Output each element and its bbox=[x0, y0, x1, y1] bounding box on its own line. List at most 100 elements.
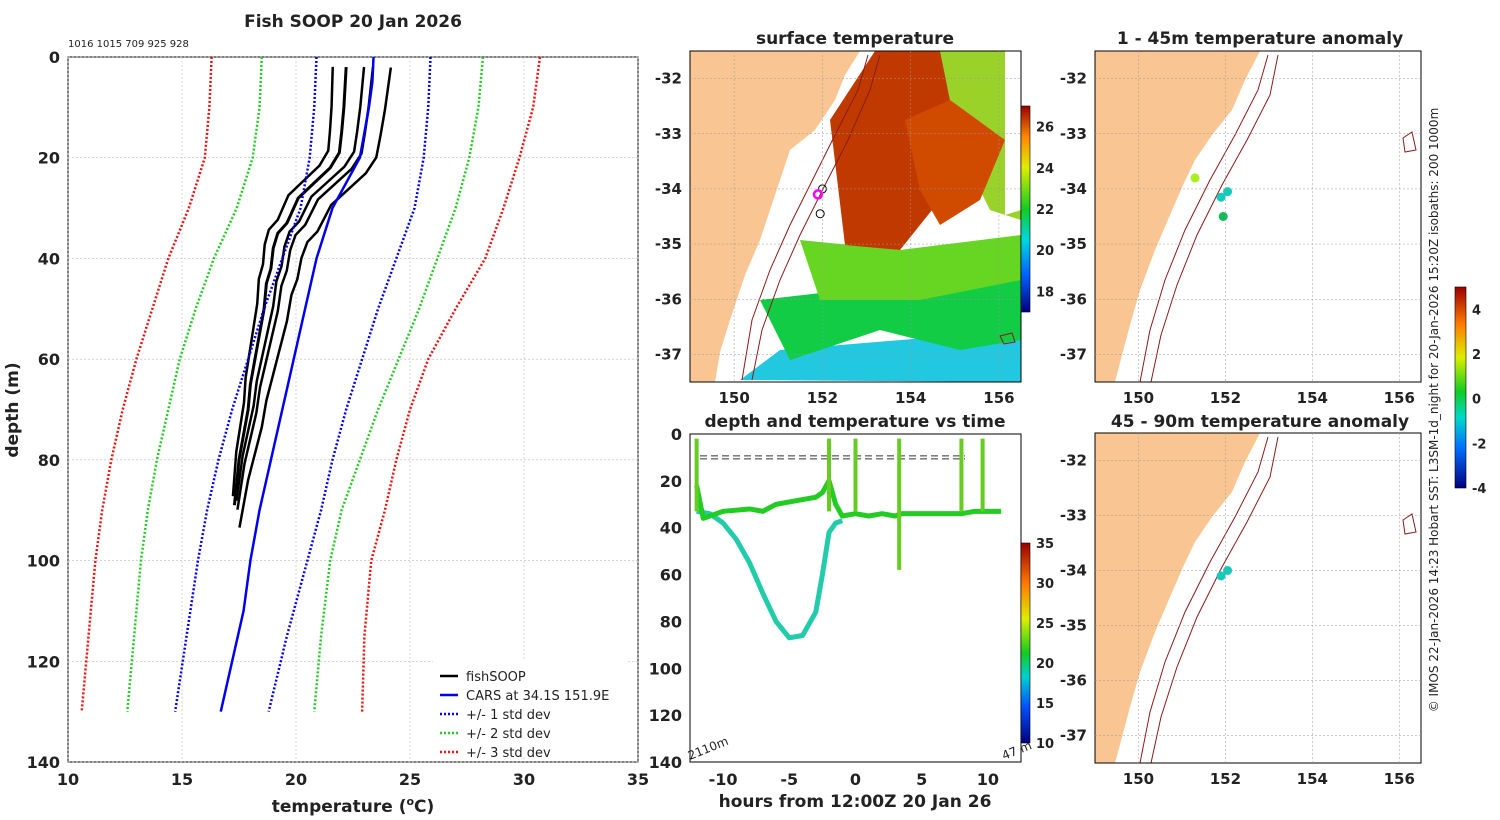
anomaly-colorbar bbox=[1454, 286, 1467, 489]
anomaly-colorbar-tick: -2 bbox=[1472, 437, 1486, 452]
colorbar-tick: 20 bbox=[1036, 244, 1054, 259]
sst-isobath-200 bbox=[741, 54, 869, 381]
legend-label: fishSOOP bbox=[466, 670, 526, 685]
series-line bbox=[232, 66, 348, 506]
time-colorbar-ticks: 10 15 20 25 30 35 bbox=[1036, 537, 1054, 752]
time-panel: depth and temperature vs time -10 -5 0 5 100… bbox=[649, 412, 1055, 812]
time-track bbox=[694, 478, 1002, 521]
anomaly-colorbar-ticks: -4 -2 0 2 4 bbox=[1472, 303, 1486, 497]
series-line bbox=[312, 57, 485, 712]
map-y-tick: -35 bbox=[1060, 617, 1087, 635]
series-line bbox=[80, 57, 213, 712]
anomaly-colorbar-tick: 2 bbox=[1472, 348, 1481, 363]
map-x-tick: 150 bbox=[1123, 770, 1154, 788]
x-tick-label: 35 bbox=[627, 770, 649, 789]
legend-box bbox=[433, 661, 628, 757]
colorbar-tick: 35 bbox=[1036, 537, 1054, 552]
time-title: depth and temperature vs time bbox=[705, 412, 1006, 432]
anomaly-colorbar-tick: 4 bbox=[1472, 303, 1481, 318]
sst-map-panel: surface temperature 150 152 154 156 -32 -33 -3… bbox=[655, 29, 1054, 407]
profile-subtitle: 1016 1015 709 925 928 bbox=[68, 39, 189, 50]
side-note: © IMOS 22-Jan-2026 14:23 Hobart SST: L3S… bbox=[1427, 108, 1441, 713]
time-y-tick: 140 bbox=[649, 753, 682, 772]
anomaly-deep-panel: 45 - 90m temperature anomaly 150 152 154 15… bbox=[1060, 286, 1486, 788]
anomaly-colorbar-tick: -4 bbox=[1472, 482, 1486, 497]
anomaly-marker bbox=[1223, 187, 1233, 197]
profile-series bbox=[80, 57, 542, 712]
map-y-tick: -33 bbox=[1060, 507, 1087, 525]
time-y-tick: 60 bbox=[660, 566, 682, 585]
y-tick-label: 60 bbox=[38, 350, 60, 369]
sst-warm-eddy bbox=[830, 51, 955, 250]
map-x-tick: 152 bbox=[1210, 389, 1241, 407]
sst-warm-core bbox=[905, 100, 1005, 225]
sst-colorbar bbox=[1020, 105, 1031, 313]
anomaly-marker bbox=[1216, 571, 1226, 581]
map-x-tick: 150 bbox=[718, 389, 749, 407]
x-tick-label: 15 bbox=[171, 770, 193, 789]
anomaly-shallow-isobath-200 bbox=[1139, 54, 1269, 382]
time-x-tick: 5 bbox=[916, 770, 927, 789]
time-series bbox=[694, 438, 1002, 641]
map-y-tick: -36 bbox=[1060, 672, 1087, 690]
anomaly-deep-isobath-1000 bbox=[1150, 436, 1279, 763]
colorbar-tick: 30 bbox=[1036, 577, 1054, 592]
profile-panel: Fish SOOP 20 Jan 2026 1016 1015 709 925 … bbox=[3, 12, 649, 817]
time-x-tick: -10 bbox=[709, 770, 738, 789]
profile-title: Fish SOOP 20 Jan 2026 bbox=[244, 12, 462, 32]
station-marker bbox=[815, 209, 825, 219]
time-y-tick: 100 bbox=[649, 659, 682, 678]
map-y-tick: -36 bbox=[1060, 290, 1087, 308]
map-x-tick: 156 bbox=[1384, 389, 1415, 407]
colorbar-tick: 15 bbox=[1036, 697, 1054, 712]
sst-map-ticks: 150 152 154 156 -32 -33 -34 -35 -36 -37 bbox=[655, 51, 1021, 407]
time-y-tick: 80 bbox=[660, 612, 682, 631]
station-marker bbox=[812, 189, 824, 200]
map-y-tick: -34 bbox=[655, 180, 682, 198]
anomaly-deep-title: 45 - 90m temperature anomaly bbox=[1111, 412, 1409, 432]
colorbar-tick: 26 bbox=[1036, 121, 1054, 136]
sst-island bbox=[999, 332, 1016, 345]
legend-label: +/- 1 std dev bbox=[466, 708, 551, 723]
series-line bbox=[126, 57, 264, 712]
map-y-tick: -35 bbox=[1060, 235, 1087, 253]
map-x-tick: 156 bbox=[983, 389, 1014, 407]
map-x-tick: 154 bbox=[895, 389, 926, 407]
time-y-tick: 120 bbox=[649, 706, 682, 725]
anomaly-shallow-isobath-1000 bbox=[1150, 54, 1279, 382]
series-line bbox=[231, 66, 335, 497]
time-y-tick: 20 bbox=[660, 472, 682, 491]
anomaly-shallow-field bbox=[1095, 51, 1421, 382]
series-line bbox=[235, 66, 366, 501]
colorbar-tick: 18 bbox=[1036, 285, 1054, 300]
colorbar-tick: 10 bbox=[1036, 737, 1054, 752]
anomaly-deep-frame bbox=[1094, 432, 1422, 764]
map-y-tick: -33 bbox=[1060, 125, 1087, 143]
map-y-tick: -37 bbox=[655, 345, 682, 363]
anomaly-shallow-panel: 1 - 45m temperature anomaly 150 152 154 156… bbox=[1060, 29, 1422, 407]
map-y-tick: -36 bbox=[655, 290, 682, 308]
x-tick-label: 10 bbox=[57, 770, 79, 789]
colorbar-tick: 20 bbox=[1036, 657, 1054, 672]
y-tick-label: 140 bbox=[27, 753, 60, 772]
map-y-tick: -33 bbox=[655, 125, 682, 143]
map-y-tick: -32 bbox=[655, 70, 682, 88]
series-line bbox=[238, 67, 393, 528]
y-tick-label: 0 bbox=[49, 48, 60, 67]
anomaly-colorbar-tick: 0 bbox=[1472, 393, 1481, 408]
y-tick-label: 120 bbox=[27, 652, 60, 671]
anomaly-shallow-points bbox=[1190, 173, 1233, 221]
series-line bbox=[360, 57, 542, 712]
anomaly-marker bbox=[1216, 192, 1226, 202]
sst-colorbar-ticks: 18 20 22 24 26 bbox=[1036, 121, 1054, 301]
map-y-tick: -34 bbox=[1060, 180, 1087, 198]
series-line bbox=[173, 57, 318, 712]
map-x-tick: 152 bbox=[807, 389, 838, 407]
anomaly-shallow-ticks: 150 152 154 156 -32 -33 -34 -35 -36 -37 bbox=[1060, 51, 1421, 407]
time-x-label: hours from 12:00Z 20 Jan 26 bbox=[719, 792, 992, 812]
anomaly-deep-ticks: 150 152 154 156 -32 -33 -34 -35 -36 -37 bbox=[1060, 433, 1421, 788]
series-line bbox=[219, 57, 375, 712]
sst-map-title: surface temperature bbox=[756, 29, 954, 49]
x-tick-label: 20 bbox=[285, 770, 307, 789]
time-x-tick: 10 bbox=[977, 770, 999, 789]
